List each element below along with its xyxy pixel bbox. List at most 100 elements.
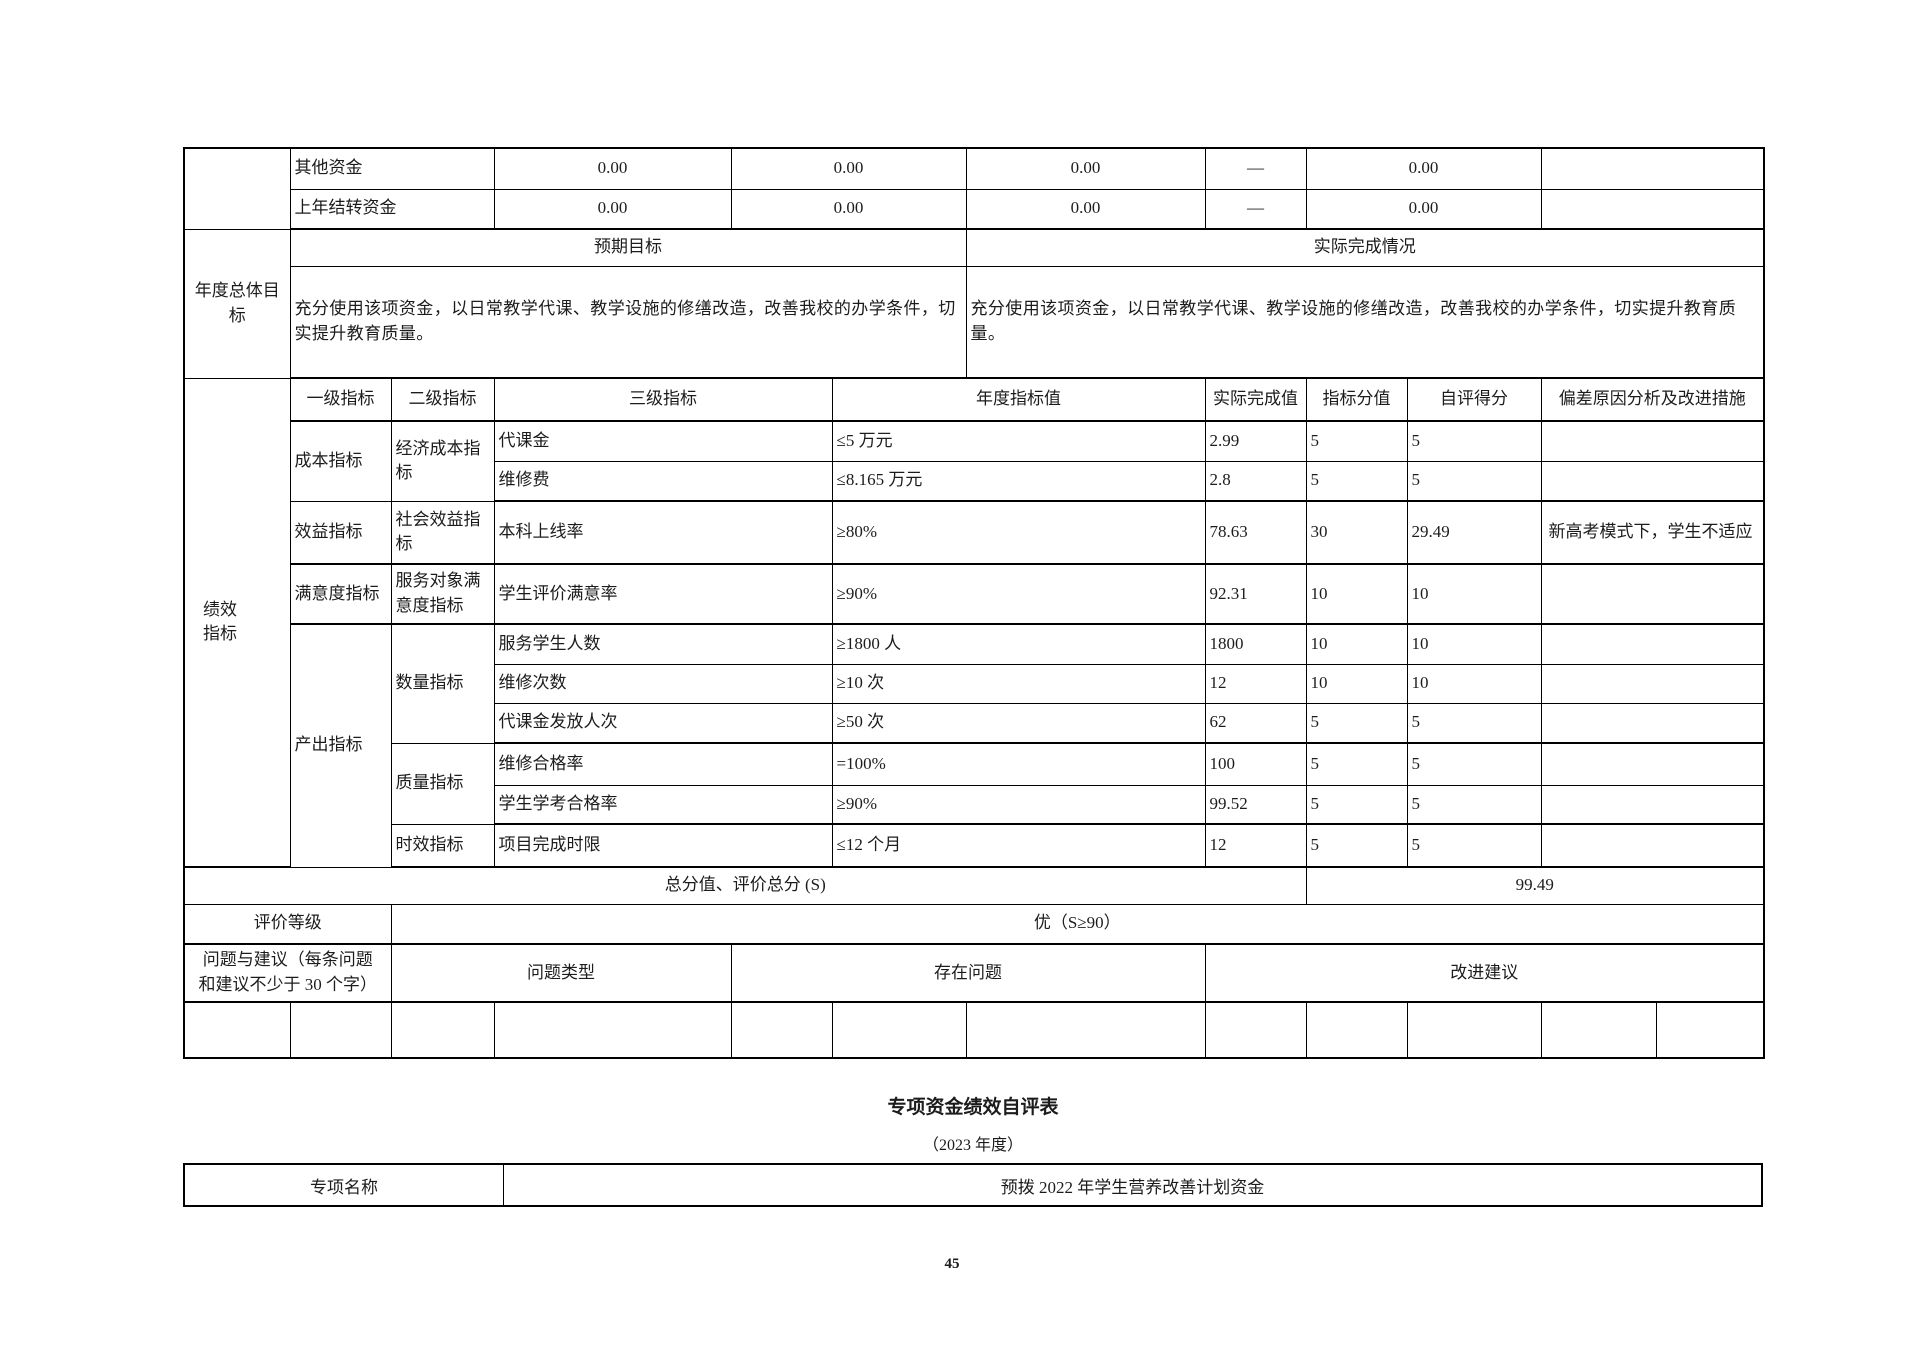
score-cell: 10: [1305, 623, 1408, 665]
level3-indicator-cell: 本科上线率: [493, 500, 833, 565]
annual-target-cell: =100%: [831, 742, 1206, 786]
actual-value-cell: 1800: [1204, 623, 1307, 665]
score-cell: 5: [1305, 702, 1408, 744]
indicator-row: 效益指标 社会效益指标 本科上线率 ≥80% 78.63 30 29.49 新高…: [184, 500, 1765, 565]
self-score-cell: 10: [1406, 563, 1542, 625]
indicator-row: 成本指标 经济成本指标 代课金 ≤5 万元 2.99 5 5: [184, 420, 1765, 502]
actual-value-cell: 2.99: [1204, 420, 1307, 462]
grade-value-cell: 优（S≥90）: [390, 903, 1765, 945]
indicator-row: 维修费 ≤8.165 万元 2.8 5 5: [184, 460, 1765, 502]
total-score-row: 总分值、评价总分 (S) 99.49: [183, 866, 1765, 905]
level3-indicator-cell: 维修合格率: [493, 742, 833, 786]
actual-completion-text: 充分使用该项资金，以日常教学代课、教学设施的修缮改造，改善我校的办学条件，切实提…: [965, 265, 1765, 379]
empty-cell: [965, 1001, 1206, 1059]
empty-cell: [831, 1001, 967, 1059]
annual-target-cell: ≥1800 人: [831, 623, 1206, 665]
score-cell: 5: [1305, 784, 1408, 825]
actual-value-cell: 12: [1204, 823, 1307, 868]
empty-cell: [1540, 1001, 1657, 1059]
problems-label-cell: 问题与建议（每条问题 和建议不少于 30 个字）: [183, 943, 392, 1003]
annual-target-cell: ≤5 万元: [831, 420, 1206, 462]
funds-spanner-cell: [183, 147, 291, 230]
empty-entry-row: [183, 1001, 1765, 1059]
project-name-label-cell: 专项名称: [183, 1163, 504, 1207]
header-score: 指标分值: [1305, 377, 1408, 422]
empty-cell: [390, 1001, 495, 1059]
level1-satisfaction-cell: 满意度指标: [289, 563, 392, 625]
deviation-cell: [1540, 623, 1765, 665]
annual-target-cell: ≥90%: [831, 563, 1206, 625]
performance-section-label: 绩效 指标: [183, 377, 291, 868]
carryover-funds-value-2: 0.00: [730, 188, 967, 230]
carryover-funds-value-4: 0.00: [1305, 188, 1542, 230]
level3-indicator-cell: 学生学考合格率: [493, 784, 833, 825]
deviation-cell: [1540, 420, 1765, 462]
indicator-row: 时效指标 项目完成时限 ≤12 个月 12 5 5: [184, 823, 1765, 868]
header-actual-value: 实际完成值: [1204, 377, 1307, 422]
annual-target-cell: ≤12 个月: [831, 823, 1206, 868]
level2-timeliness-cell: 时效指标: [390, 823, 495, 868]
actual-completion-header-cell: 实际完成情况: [965, 228, 1765, 267]
empty-cell: [1204, 1001, 1307, 1059]
grade-row: 评价等级 优（S≥90）: [183, 903, 1765, 945]
level1-benefit-cell: 效益指标: [289, 500, 392, 565]
empty-cell: [493, 1001, 732, 1059]
deviation-cell: [1540, 460, 1765, 502]
problem-type-header-cell: 问题类型: [390, 943, 732, 1003]
expected-goal-header-cell: 预期目标: [289, 228, 967, 267]
level3-indicator-cell: 维修费: [493, 460, 833, 502]
indicator-row: 质量指标 维修合格率 =100% 100 5 5: [184, 742, 1765, 825]
level2-social-benefit-cell: 社会效益指标: [390, 500, 495, 565]
annual-target-cell: ≥50 次: [831, 702, 1206, 744]
actual-value-cell: 100: [1204, 742, 1307, 786]
score-cell: 10: [1305, 663, 1408, 704]
expected-goal-text: 充分使用该项资金，以日常教学代课、教学设施的修缮改造，改善我校的办学条件，切实提…: [289, 265, 967, 379]
project-name-row: 专项名称 预拨 2022 年学生营养改善计划资金: [183, 1163, 1763, 1207]
indicator-header-row: 绩效 指标 一级指标 二级指标 三级指标 年度指标值 实际完成值 指标分值 自评…: [183, 377, 1765, 868]
annual-target-cell: ≥10 次: [831, 663, 1206, 704]
other-funds-value-4: 0.00: [1305, 147, 1542, 190]
annual-target-cell: ≥80%: [831, 500, 1206, 565]
header-self-score: 自评得分: [1406, 377, 1542, 422]
empty-cell: [730, 1001, 833, 1059]
header-level1: 一级指标: [289, 377, 392, 422]
level3-indicator-cell: 代课金发放人次: [493, 702, 833, 744]
carryover-funds-value-1: 0.00: [493, 188, 732, 230]
score-cell: 5: [1305, 460, 1408, 502]
deviation-cell: [1540, 563, 1765, 625]
other-funds-value-2: 0.00: [730, 147, 967, 190]
deviation-cell: [1540, 784, 1765, 825]
self-score-cell: 5: [1406, 823, 1542, 868]
level3-indicator-cell: 代课金: [493, 420, 833, 462]
score-cell: 5: [1305, 742, 1408, 786]
carryover-funds-empty-cell: [1540, 188, 1765, 230]
self-score-cell: 5: [1406, 420, 1542, 462]
level1-cost-cell: 成本指标: [289, 420, 392, 502]
carryover-funds-dash: —: [1204, 188, 1307, 230]
empty-cell: [289, 1001, 392, 1059]
actual-value-cell: 2.8: [1204, 460, 1307, 502]
other-funds-label: 其他资金: [289, 147, 495, 190]
total-score-label-cell: 总分值、评价总分 (S): [183, 866, 1307, 905]
indicator-row: 代课金发放人次 ≥50 次 62 5 5: [184, 702, 1765, 744]
indicator-row: 维修次数 ≥10 次 12 10 10: [184, 663, 1765, 704]
next-table-year: （2023 年度）: [922, 1137, 1023, 1154]
header-level3: 三级指标: [493, 377, 833, 422]
carryover-funds-value-3: 0.00: [965, 188, 1206, 230]
empty-cell: [1406, 1001, 1542, 1059]
score-cell: 10: [1305, 563, 1408, 625]
page-number: 45: [944, 1256, 960, 1272]
existing-problem-header-cell: 存在问题: [730, 943, 1206, 1003]
special-fund-table: 专项名称 预拨 2022 年学生营养改善计划资金: [183, 1163, 1763, 1207]
deviation-cell: [1540, 823, 1765, 868]
total-score-value-cell: 99.49: [1305, 866, 1765, 905]
self-score-cell: 5: [1406, 702, 1542, 744]
grade-label-cell: 评价等级: [183, 903, 392, 945]
level3-indicator-cell: 维修次数: [493, 663, 833, 704]
indicator-row: 满意度指标 服务对象满意度指标 学生评价满意率 ≥90% 92.31 10 10: [184, 563, 1765, 625]
empty-cell: [1305, 1001, 1408, 1059]
deviation-cell: [1540, 663, 1765, 704]
actual-value-cell: 12: [1204, 663, 1307, 704]
indicator-row: 学生学考合格率 ≥90% 99.52 5 5: [184, 784, 1765, 825]
